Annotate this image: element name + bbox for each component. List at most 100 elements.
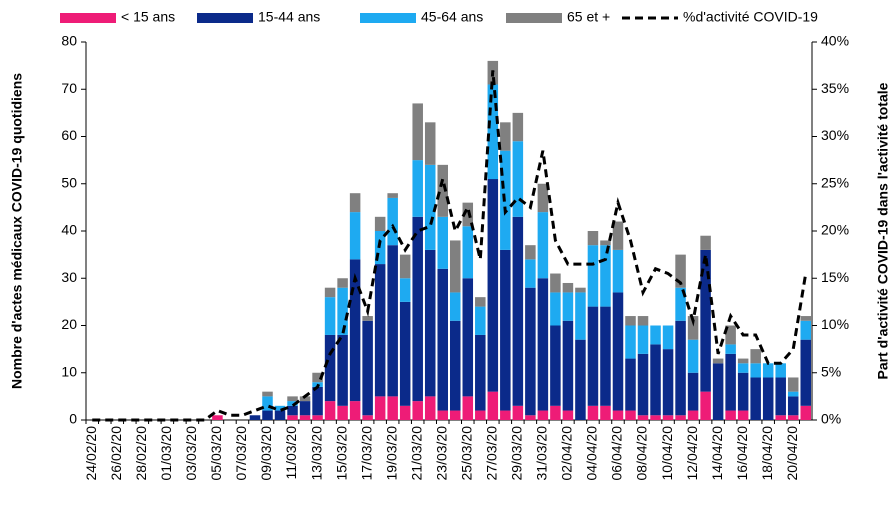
legend-swatch <box>506 13 562 23</box>
bar-segment <box>287 396 298 402</box>
bar-segment <box>362 320 373 416</box>
bar-segment <box>249 415 261 420</box>
bar-segment <box>750 363 761 378</box>
bar-segment <box>262 396 273 411</box>
bar-segment <box>562 410 574 420</box>
x-tick-label: 16/04/20 <box>734 426 750 481</box>
bar-segment <box>412 401 423 420</box>
x-tick-label: 02/04/20 <box>559 426 575 481</box>
bar-segment <box>600 245 611 307</box>
bar-segment <box>274 405 286 411</box>
bar-segment <box>637 316 649 326</box>
bar-segment <box>274 410 286 420</box>
bar-segment <box>450 292 461 321</box>
bar-segment <box>650 344 661 416</box>
bar-segment <box>775 415 786 420</box>
bar-segment <box>737 363 749 373</box>
bar-segment <box>437 216 448 269</box>
bar-segment <box>687 410 699 420</box>
bar-segment <box>762 363 774 378</box>
bar-segment <box>537 183 549 213</box>
bar-segment <box>387 245 398 397</box>
y-tick-label: 30 <box>61 269 77 285</box>
bar-segment <box>800 339 811 406</box>
bar-segment <box>787 396 799 416</box>
bar-segment <box>787 415 799 420</box>
bar-segment <box>675 320 686 416</box>
y-tick-label: 70 <box>61 80 77 96</box>
bar-segment <box>675 287 686 321</box>
bar-segment <box>424 396 436 420</box>
bar-segment <box>450 320 461 411</box>
bar-segment <box>337 278 348 288</box>
bar-segment <box>337 405 348 420</box>
y-tick-label: 40 <box>61 222 77 238</box>
bar-segment <box>562 282 574 293</box>
bar-segment <box>737 410 749 420</box>
x-tick-label: 10/04/20 <box>659 426 675 481</box>
x-tick-label: 08/04/20 <box>634 426 650 481</box>
legend-swatch <box>360 13 416 23</box>
x-tick-label: 29/03/20 <box>509 426 525 481</box>
y-tick-label: 10 <box>61 363 77 379</box>
bar-segment <box>324 401 336 420</box>
bar-segment <box>712 358 724 364</box>
bar-segment <box>687 339 699 373</box>
legend-label: < 15 ans <box>121 9 175 25</box>
bar-segment <box>525 259 536 288</box>
bar-segment <box>287 415 298 420</box>
bar-segment <box>387 197 398 246</box>
bar-segment <box>800 316 811 321</box>
x-tick-label: 19/03/20 <box>383 426 399 481</box>
bar-segment <box>675 254 686 288</box>
bar-segment <box>437 164 448 217</box>
bar-segment <box>750 377 761 420</box>
bar-segment <box>337 334 348 406</box>
bar-segment <box>725 410 736 420</box>
y-tick-label: 60 <box>61 127 77 143</box>
legend-label: 15-44 ans <box>258 9 320 25</box>
bar-segment <box>324 334 336 402</box>
bar-segment <box>587 231 599 246</box>
bar-segment <box>637 353 649 416</box>
y2-tick-label: 35% <box>821 80 849 96</box>
y2-axis-label: Part d'activité COVID-19 dans l'activité… <box>875 82 891 379</box>
bar-segment <box>587 405 599 420</box>
y2-tick-label: 40% <box>821 33 849 49</box>
bar-segment <box>362 415 373 420</box>
x-tick-label: 31/03/20 <box>534 426 550 481</box>
y-tick-label: 50 <box>61 174 77 190</box>
bar-segment <box>412 160 423 217</box>
bar-segment <box>537 410 549 420</box>
bar-segment <box>637 325 649 354</box>
bar-segment <box>612 292 624 411</box>
bar-segment <box>787 377 799 392</box>
bar-segment <box>525 245 536 260</box>
bar-segment <box>374 396 386 420</box>
bar-segment <box>362 316 373 321</box>
bar-segment <box>475 410 486 420</box>
bar-segment <box>737 358 749 364</box>
x-tick-label: 12/04/20 <box>684 426 700 481</box>
bar-segment <box>725 325 736 345</box>
bar-segment <box>399 405 411 420</box>
bar-segment <box>487 391 499 420</box>
x-tick-label: 13/03/20 <box>308 426 324 481</box>
bar-segment <box>700 249 711 392</box>
y-tick-label: 20 <box>61 316 77 332</box>
x-tick-label: 14/04/20 <box>709 426 725 481</box>
bar-segment <box>349 193 361 213</box>
y2-tick-label: 30% <box>821 127 849 143</box>
bar-segment <box>762 377 774 420</box>
x-tick-label: 17/03/20 <box>358 426 374 481</box>
bar-segment <box>712 363 724 420</box>
bar-segment <box>412 216 423 402</box>
bar-segment <box>625 325 636 359</box>
bar-segment <box>424 249 436 397</box>
bar-segment <box>374 216 386 231</box>
bar-segment <box>450 410 461 420</box>
bar-segment <box>687 316 699 340</box>
bar-segment <box>212 415 223 420</box>
bar-segment <box>612 221 624 250</box>
